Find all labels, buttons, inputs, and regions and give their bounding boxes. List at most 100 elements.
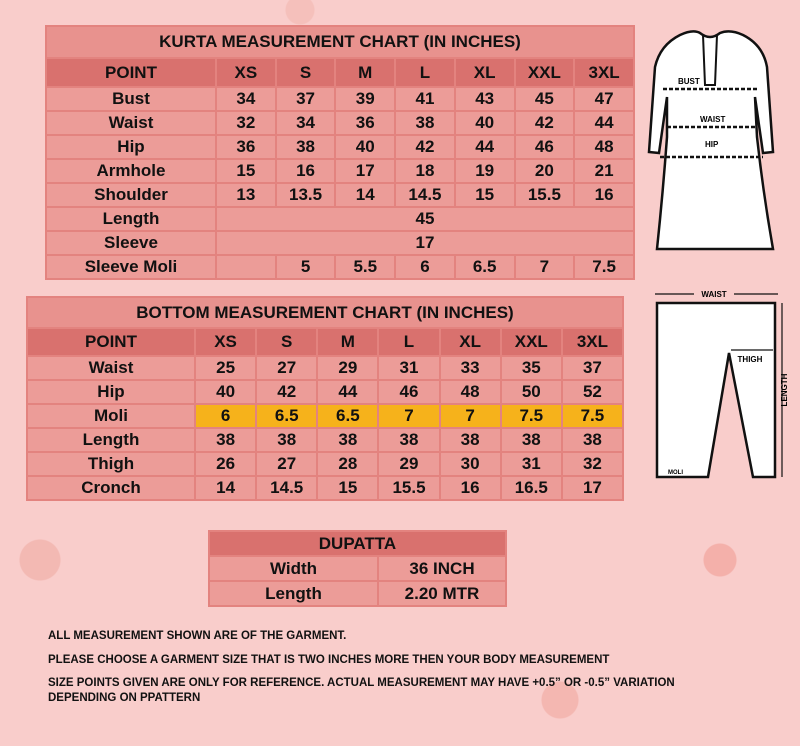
table-row: Thigh 26 27 28 29 30 31 32 [28,453,622,475]
cell: 43 [455,88,514,110]
merged-cell: 45 [217,208,633,230]
column-header: L [396,59,454,86]
cell: 40 [336,136,395,158]
cell: 38 [276,136,335,158]
cell: 16 [575,184,633,206]
cell: 37 [276,88,335,110]
table-row: Bust 34 37 39 41 43 45 47 [47,88,633,110]
table-title: BOTTOM MEASUREMENT CHART (IN INCHES) [28,298,622,327]
cell: 7 [515,256,574,278]
cell [217,256,275,278]
column-header: POINT [28,329,194,355]
cell: 40 [196,381,256,403]
row-label: Waist [47,112,215,134]
cell: 32 [562,453,622,475]
cell: 18 [396,160,454,182]
row-label: Thigh [28,453,194,475]
cell: 46 [379,381,439,403]
row-label: Sleeve [47,232,215,254]
cell: 27 [257,453,317,475]
cell: 38 [396,112,454,134]
dupatta-title: DUPATTA [210,532,505,555]
column-header: S [276,59,335,86]
cell: 39 [336,88,395,110]
cell: 15.5 [515,184,574,206]
cell: 46 [515,136,574,158]
table-row: Sleeve Moli 5 5.5 6 6.5 7 7.5 [47,256,633,278]
row-label: Width [210,557,377,580]
column-header: XXL [515,59,574,86]
cell: 14.5 [257,477,317,499]
cell: 52 [562,381,622,403]
row-label: Sleeve Moli [47,256,215,278]
row-label: Hip [28,381,194,403]
waist-label: WAIST [700,115,725,124]
column-header: XL [455,59,514,86]
cell: 38 [501,429,561,451]
cell: 7.5 [562,405,622,427]
row-label: Length [47,208,215,230]
table-row: Length 2.20 MTR [210,582,505,605]
cell: 38 [318,429,378,451]
cell: 16 [276,160,335,182]
cell: 36 INCH [379,557,505,580]
cell: 45 [515,88,574,110]
row-label: Armhole [47,160,215,182]
cell: 37 [562,357,622,379]
row-label: Shoulder [47,184,215,206]
row-label: Length [28,429,194,451]
cell: 32 [217,112,275,134]
cell: 25 [196,357,256,379]
waist-label: WAIST [701,290,726,299]
cell: 17 [336,160,395,182]
column-header: M [336,59,395,86]
cell: 38 [257,429,317,451]
cell: 14.5 [396,184,454,206]
cell: 7 [379,405,439,427]
cell: 5.5 [336,256,395,278]
column-header: M [318,329,378,355]
column-header: POINT [47,59,215,86]
cell: 27 [257,357,317,379]
table-title-row: KURTA MEASUREMENT CHART (IN INCHES) [47,27,633,57]
cell: 7 [440,405,500,427]
bust-label: BUST [678,77,700,86]
note-3: SIZE POINTS GIVEN ARE ONLY FOR REFERENCE… [48,677,675,689]
row-label: Length [210,582,377,605]
cell: 15 [217,160,275,182]
column-header: XXL [501,329,561,355]
cell: 29 [379,453,439,475]
length-label: LENGTH [780,373,789,406]
table-row: Length 38 38 38 38 38 38 38 [28,429,622,451]
table-row: Shoulder 13 13.5 14 14.5 15 15.5 16 [47,184,633,206]
cell: 47 [575,88,633,110]
table-title: KURTA MEASUREMENT CHART (IN INCHES) [47,27,633,57]
column-header: S [257,329,317,355]
cell: 38 [379,429,439,451]
column-header: XL [440,329,500,355]
row-label: Waist [28,357,194,379]
kurta-diagram: BUST WAIST HIP [647,30,775,251]
cell: 31 [501,453,561,475]
cell: 17 [562,477,622,499]
cell: 38 [440,429,500,451]
cell: 48 [575,136,633,158]
cell: 5 [276,256,335,278]
column-header: 3XL [575,59,633,86]
cell: 30 [440,453,500,475]
cell: 7.5 [575,256,633,278]
row-label: Hip [47,136,215,158]
row-label: Bust [47,88,215,110]
cell: 42 [257,381,317,403]
cell: 15 [455,184,514,206]
table-row: Hip 36 38 40 42 44 46 48 [47,136,633,158]
cell: 36 [217,136,275,158]
pants-diagram: WAIST THIGH LENGTH MOLI [655,289,789,479]
note-1: ALL MEASUREMENT SHOWN ARE OF THE GARMENT… [48,630,347,642]
cell: 44 [455,136,514,158]
cell: 38 [196,429,256,451]
cell: 6.5 [455,256,514,278]
cell: 15 [318,477,378,499]
table-row: Sleeve 17 [47,232,633,254]
cell: 7.5 [501,405,561,427]
